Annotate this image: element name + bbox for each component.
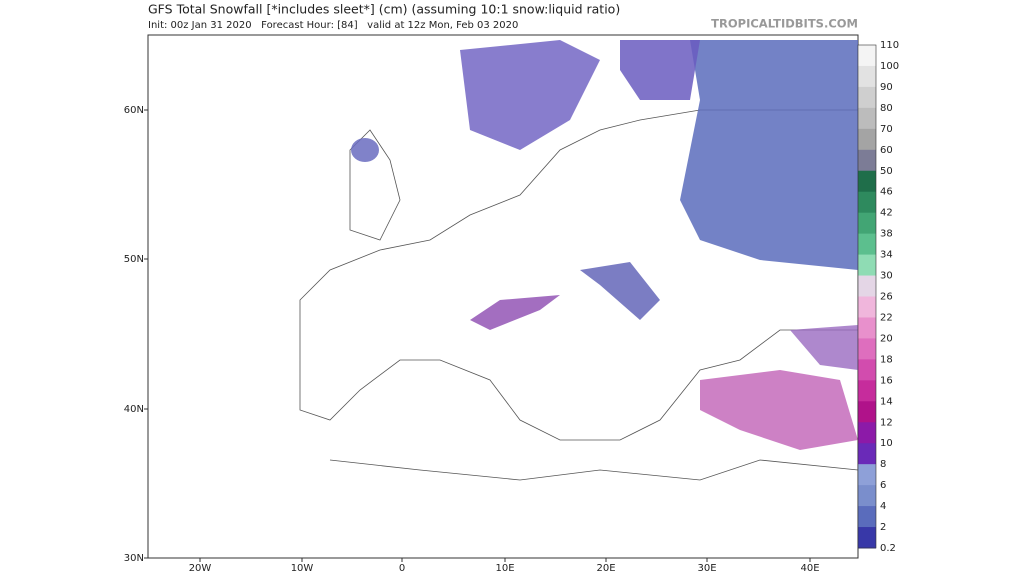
colorbar-label: 80 <box>880 103 893 114</box>
colorbar-swatch <box>858 128 876 151</box>
colorbar-swatch <box>858 317 876 339</box>
colorbar-label: 22 <box>880 312 893 323</box>
colorbar-swatch <box>858 380 876 402</box>
title: GFS Total Snowfall [*includes sleet*] (c… <box>148 2 620 17</box>
colorbar-label: 6 <box>880 480 886 491</box>
colorbar-label: 20 <box>880 333 893 344</box>
colorbar-label: 0.2 <box>880 543 896 554</box>
watermark: TROPICALTIDBITS.COM <box>711 17 858 31</box>
lat-label: 40N <box>124 404 144 415</box>
lon-label: 40E <box>800 563 819 574</box>
lat-label: 60N <box>124 105 144 116</box>
colorbar-label: 18 <box>880 354 893 365</box>
colorbar-swatch <box>858 296 876 318</box>
coastline <box>349 129 401 241</box>
lon-label: 20W <box>189 563 212 574</box>
colorbar-label: 30 <box>880 271 893 282</box>
colorbar-swatch <box>858 464 876 486</box>
coastline <box>299 109 859 441</box>
snow-area <box>580 262 660 320</box>
lat-label: 30N <box>124 553 144 564</box>
colorbar-swatch <box>858 254 876 277</box>
colorbar-label: 42 <box>880 208 893 219</box>
lon-label: 0 <box>399 563 405 574</box>
colorbar-swatch <box>858 338 876 360</box>
colorbar-swatch <box>858 443 876 465</box>
colorbar-label: 38 <box>880 229 893 240</box>
snow-area <box>620 40 700 100</box>
colorbar-swatch <box>858 401 876 423</box>
snow-area <box>470 295 560 330</box>
colorbar-swatch <box>858 485 876 507</box>
snow-area <box>700 370 858 450</box>
colorbar-swatch <box>858 527 876 549</box>
colorbar-swatch <box>858 45 876 67</box>
colorbar-label: 2 <box>880 522 886 533</box>
lon-label: 10E <box>495 563 514 574</box>
colorbar-label: 100 <box>880 61 899 72</box>
colorbar-label: 50 <box>880 166 893 177</box>
colorbar-swatch <box>858 86 876 109</box>
colorbar-label: 60 <box>880 145 893 156</box>
colorbar-swatch <box>858 149 876 172</box>
colorbar-label: 12 <box>880 417 893 428</box>
colorbar-swatch <box>858 107 876 130</box>
colorbar-label: 26 <box>880 292 893 303</box>
colorbar-swatch <box>858 170 876 193</box>
colorbar-label: 16 <box>880 375 893 386</box>
snow-area <box>460 40 600 150</box>
colorbar-label: 46 <box>880 187 893 198</box>
colorbar-label: 4 <box>880 501 886 512</box>
colorbar-frame <box>857 44 877 549</box>
snow-area <box>680 40 858 270</box>
lon-label: 10W <box>291 563 314 574</box>
colorbar-swatch <box>858 212 876 235</box>
colorbar-label: 14 <box>880 396 893 407</box>
colorbar-label: 34 <box>880 250 893 261</box>
colorbar-swatch <box>858 506 876 528</box>
snow-area <box>351 138 379 162</box>
colorbar-swatch <box>858 422 876 444</box>
colorbar-label: 8 <box>880 459 886 470</box>
colorbar-swatch <box>858 359 876 381</box>
colorbar-label: 90 <box>880 82 893 93</box>
subtitle: Init: 00z Jan 31 2020 Forecast Hour: [84… <box>148 20 518 31</box>
coastline <box>329 459 859 481</box>
lon-label: 30E <box>697 563 716 574</box>
colorbar-label: 10 <box>880 438 893 449</box>
snow-area <box>790 325 858 370</box>
colorbar-swatch <box>858 233 876 256</box>
colorbar-label: 110 <box>880 40 899 51</box>
lon-label: 20E <box>596 563 615 574</box>
colorbar-swatch <box>858 65 876 88</box>
lat-label: 50N <box>124 254 144 265</box>
colorbar-swatch <box>858 191 876 214</box>
colorbar-swatch <box>858 275 876 297</box>
colorbar-label: 70 <box>880 124 893 135</box>
map <box>147 34 859 559</box>
